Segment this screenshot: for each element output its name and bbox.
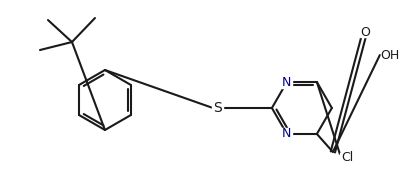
Bar bbox=[282, 76, 292, 88]
Bar bbox=[213, 102, 223, 113]
Bar bbox=[381, 50, 399, 60]
Text: OH: OH bbox=[380, 49, 399, 62]
Text: N: N bbox=[282, 127, 292, 140]
Text: Cl: Cl bbox=[342, 151, 354, 164]
Bar bbox=[360, 27, 370, 37]
Text: O: O bbox=[360, 25, 370, 39]
Bar bbox=[282, 129, 292, 140]
Text: N: N bbox=[282, 76, 292, 89]
Text: S: S bbox=[214, 101, 222, 115]
Bar bbox=[340, 153, 356, 163]
